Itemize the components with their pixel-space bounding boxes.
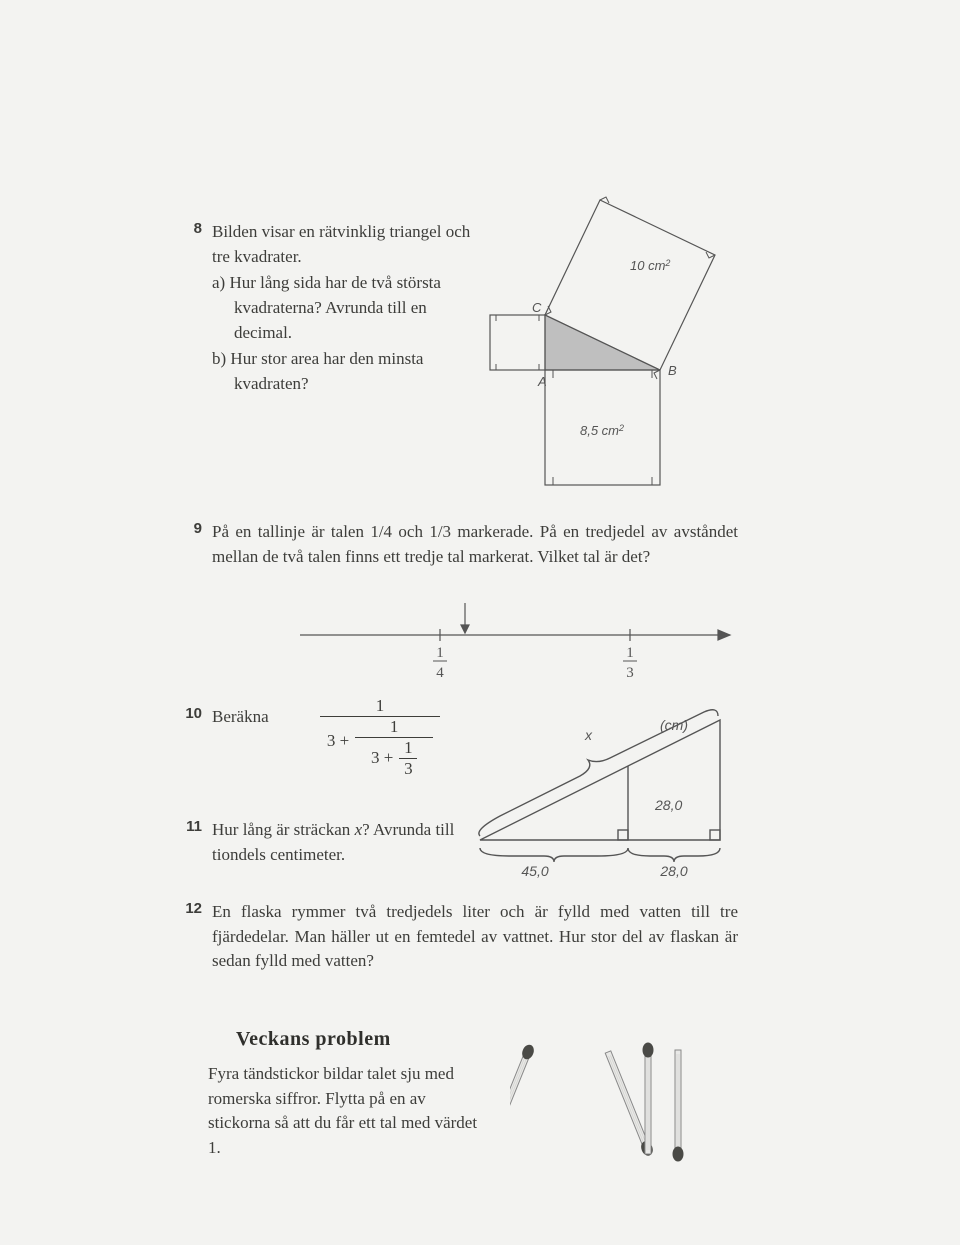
figure-weekly-matchsticks: [510, 1042, 730, 1172]
p10-d-den: 3: [399, 759, 417, 779]
problem-12: 12 En flaska rymmer två tredjedels liter…: [178, 900, 738, 974]
p8-label-C: C: [532, 300, 542, 315]
svg-text:10 cm2: 10 cm2: [630, 258, 670, 273]
p12-text: En flaska rymmer två tredjedels liter oc…: [212, 900, 738, 974]
page: 8 Bilden visar en rätvinklig triangel oc…: [0, 0, 960, 1245]
p8-label-B: B: [668, 363, 677, 378]
problem-number: 9: [178, 520, 212, 537]
problem-8: 8 Bilden visar en rätvinklig triangel oc…: [178, 220, 488, 396]
problem-number: 12: [178, 900, 212, 917]
problem-text: Bilden visar en rätvinklig triangel och …: [212, 220, 488, 396]
p8-label-A: A: [537, 374, 547, 389]
figure-p8: 10 cm2 8,5 cm2 A B C: [480, 190, 740, 490]
problem-11: 11 Hur lång är sträckan x? Avrunda till …: [178, 818, 458, 867]
figure-p9-numberline: 1 4 1 3: [290, 595, 750, 685]
problem-number: 8: [178, 220, 212, 237]
p10-d-num: 1: [399, 738, 417, 758]
p10-a: 3 +: [327, 717, 349, 751]
p11-unit: (cm): [660, 717, 688, 733]
p8-area-mid: 8,5 cm: [580, 423, 619, 438]
p11-h: 28,0: [654, 797, 682, 813]
p9-tick1-num: 1: [436, 645, 444, 661]
p8-b: b) Hur stor area har den minsta kvadrate…: [212, 347, 488, 396]
p8-a: a) Hur lång sida har de två största kvad…: [212, 271, 488, 345]
p11-base2: 28,0: [659, 863, 687, 879]
p8-area-big-sup: 2: [664, 258, 670, 268]
p8-area-big: 10 cm: [630, 258, 666, 273]
figure-p11: x (cm) 28,0 45,0 28,0: [460, 700, 740, 880]
problem-number: 10: [178, 705, 212, 722]
p9-tick2-den: 3: [626, 665, 634, 681]
weekly-text: Fyra tändstickor bildar talet sju med ro…: [208, 1062, 488, 1161]
p11-base1: 45,0: [521, 863, 548, 879]
problem-9: 9 På en tallinje är talen 1/4 och 1/3 ma…: [178, 520, 738, 569]
p10-expression: 1 3 + 1 3 + 1 3: [320, 696, 440, 779]
p10-c: 3 +: [371, 738, 393, 768]
p10-lead: Beräkna: [212, 705, 269, 730]
weekly-heading: Veckans problem: [236, 1028, 391, 1051]
p8-intro: Bilden visar en rätvinklig triangel och …: [212, 220, 488, 269]
svg-text:8,5 cm2: 8,5 cm2: [580, 423, 624, 438]
p10-b-num: 1: [355, 717, 433, 737]
p11-text: Hur lång är sträckan x? Avrunda till tio…: [212, 818, 458, 867]
p9-text: På en tallinje är talen 1/4 och 1/3 mark…: [212, 520, 738, 569]
p9-tick2-num: 1: [626, 645, 634, 661]
problem-number: 11: [178, 818, 212, 835]
p8-area-mid-sup: 2: [618, 423, 624, 433]
p10-top: 1: [320, 696, 440, 716]
p11-x: x: [584, 727, 593, 743]
p9-tick1-den: 4: [436, 665, 444, 681]
